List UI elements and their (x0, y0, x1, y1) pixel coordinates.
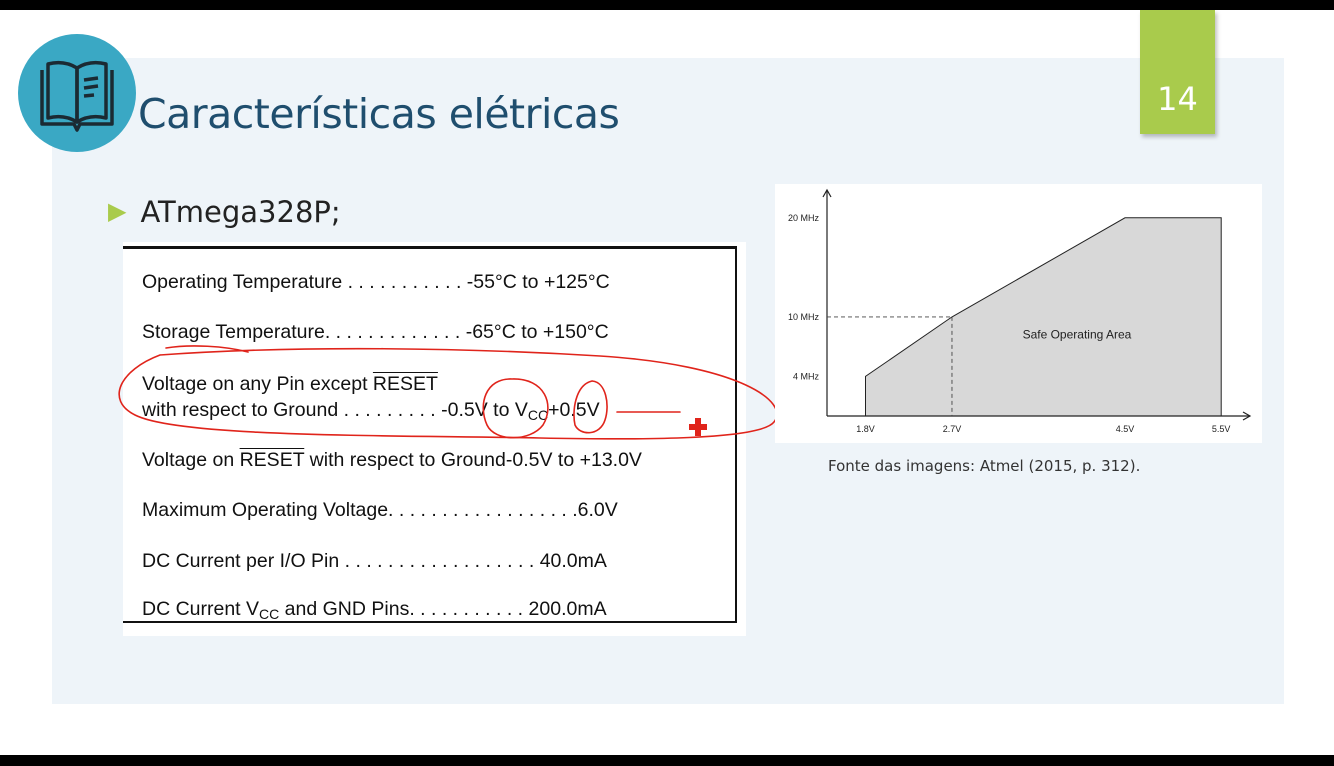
bullet-arrow-icon: ▶ (108, 197, 127, 225)
y-tick-label: 20 MHz (788, 213, 820, 223)
table-top-rule (123, 246, 736, 249)
page-title: Características elétricas (138, 90, 620, 138)
spec-row-voltage-any-pin-line1: Voltage on any Pin except RESET (142, 373, 438, 395)
spec-row-dc-current-vcc-gnd: DC Current VCC and GND Pins. . . . . . .… (142, 598, 607, 622)
bullet-text: ATmega328P; (140, 195, 341, 229)
spec-row-storage-temperature: Storage Temperature. . . . . . . . . . .… (142, 321, 609, 343)
spec-row-voltage-any-pin-line2: with respect to Ground . . . . . . . . .… (142, 399, 600, 423)
spec-row-operating-temperature: Operating Temperature . . . . . . . . . … (142, 271, 610, 293)
x-tick-label: 1.8V (856, 424, 875, 434)
page-number: 14 (1157, 80, 1198, 118)
x-axis-arrow (1242, 411, 1252, 421)
safe-operating-area-label: Safe Operating Area (1023, 328, 1132, 342)
book-icon (18, 34, 136, 152)
y-axis-arrow (822, 188, 832, 198)
slide: Características elétricas 14 ▶ ATmega328P… (0, 10, 1334, 755)
image-source-caption: Fonte das imagens: Atmel (2015, p. 312). (828, 457, 1141, 475)
spec-row-dc-current-io-pin: DC Current per I/O Pin . . . . . . . . .… (142, 550, 607, 572)
x-tick-label: 5.5V (1212, 424, 1231, 434)
spec-row-max-operating-voltage: Maximum Operating Voltage. . . . . . . .… (142, 499, 618, 521)
table-bottom-rule (123, 621, 737, 623)
chart-svg: 1.8V 2.7V 4.5V 5.5V 4 MHz 10 MHz 20 MHz Safe Op… (788, 188, 1252, 434)
x-tick-label: 2.7V (943, 424, 962, 434)
page-number-tab: 14 (1140, 10, 1215, 134)
safe-operating-area-chart: 1.8V 2.7V 4.5V 5.5V 4 MHz 10 MHz 20 MHz Safe Op… (775, 184, 1262, 443)
y-tick-label: 4 MHz (793, 371, 820, 381)
bullet-item: ▶ ATmega328P; (108, 195, 341, 229)
x-tick-label: 4.5V (1116, 424, 1135, 434)
y-tick-label: 10 MHz (788, 312, 820, 322)
spec-table: Operating Temperature . . . . . . . . . … (123, 242, 746, 636)
table-right-rule (735, 246, 737, 622)
spec-row-voltage-reset: Voltage on RESET with respect to Ground-… (142, 449, 642, 471)
